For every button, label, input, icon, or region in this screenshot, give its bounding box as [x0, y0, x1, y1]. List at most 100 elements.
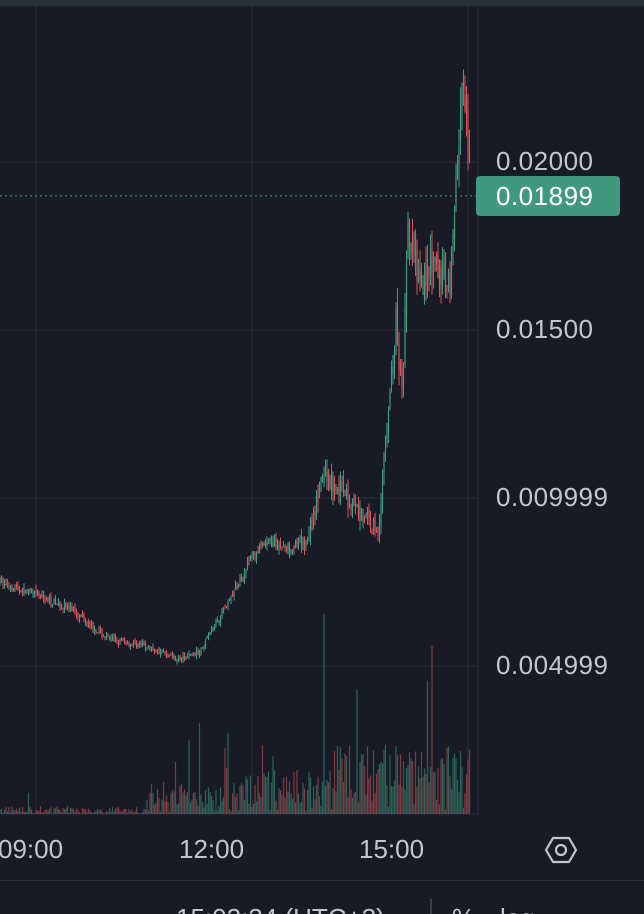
volume-bar: [14, 810, 16, 814]
candle-body: [324, 471, 327, 473]
candle-body: [362, 516, 364, 523]
volume-bar: [441, 758, 444, 814]
candle-body: [386, 424, 388, 445]
volume-bar: [351, 797, 354, 814]
volume-bar: [443, 763, 445, 814]
candle-body: [336, 489, 339, 492]
volume-bar: [261, 745, 264, 814]
volume-bar: [408, 752, 411, 814]
volume-bar: [215, 789, 217, 814]
candle-body: [146, 648, 148, 650]
candle-body: [167, 654, 169, 658]
candle-body: [288, 543, 291, 553]
volume-bar: [386, 785, 388, 814]
candle-body: [174, 656, 177, 661]
candle-body: [377, 526, 379, 533]
chart-settings-button[interactable]: [544, 834, 578, 866]
candle-body: [138, 643, 141, 645]
volume-bar: [345, 755, 348, 814]
volume-bar: [15, 808, 18, 814]
volume-bar: [308, 772, 310, 814]
volume-bar: [117, 807, 120, 814]
volume-bar: [356, 689, 358, 814]
candle-body: [341, 485, 343, 487]
candle-body: [285, 548, 288, 550]
candle-body: [326, 472, 328, 478]
volume-bar: [246, 779, 249, 814]
candle-body: [407, 220, 409, 258]
volume-bar: [152, 793, 154, 814]
candle-body: [426, 264, 429, 282]
volume-bar: [183, 789, 186, 814]
volume-bar: [467, 759, 469, 814]
candle-body: [90, 623, 93, 626]
volume-bar: [119, 810, 121, 814]
volume-bar: [374, 792, 376, 814]
candle-body: [456, 165, 459, 176]
volume-bar: [281, 795, 283, 814]
candle-body: [113, 636, 115, 639]
candle-body: [425, 266, 427, 287]
volume-bar: [383, 749, 385, 814]
volume-bar: [107, 812, 109, 814]
candle-body: [32, 592, 34, 595]
candle-body: [111, 637, 114, 639]
volume-bar: [8, 807, 10, 814]
candle-body: [432, 270, 435, 273]
candle-body: [35, 589, 37, 593]
candle-body: [234, 585, 237, 590]
candle-body: [197, 649, 199, 654]
volume-bar: [222, 796, 225, 814]
candle-body: [158, 647, 160, 655]
price-axis-label: 0.02000: [496, 146, 594, 176]
volume-bar: [312, 786, 315, 814]
candle-body: [302, 537, 304, 543]
candle-body: [303, 542, 306, 549]
candle-body: [186, 656, 189, 659]
volume-bar: [321, 781, 324, 814]
volume-bar: [440, 759, 442, 814]
volume-bar: [188, 740, 190, 814]
candle-body: [189, 654, 192, 656]
volume-bar: [134, 811, 136, 814]
candle-body: [384, 449, 387, 458]
candle-body: [210, 627, 213, 632]
candle-body: [287, 544, 289, 551]
volume-bar: [425, 774, 427, 814]
volume-bar: [239, 785, 241, 814]
candle-body: [78, 617, 81, 619]
volume-bar: [273, 770, 276, 814]
timezone-clock[interactable]: 15:02:24 (UTC+3): [176, 903, 385, 914]
candle-body: [368, 511, 370, 519]
candle-body: [150, 648, 153, 650]
candle-body: [173, 655, 175, 658]
price-axis-label: 0.004999: [496, 650, 609, 680]
volume-bar: [290, 792, 292, 814]
volume-bar: [221, 801, 223, 814]
candle-body: [267, 539, 270, 541]
volume-bar: [390, 786, 393, 814]
candle-body: [77, 612, 79, 617]
candle-body: [237, 584, 240, 588]
candle-body: [323, 475, 325, 485]
log-scale-toggle[interactable]: log: [500, 903, 535, 914]
candle-body: [105, 635, 108, 640]
candle-body: [165, 651, 168, 655]
volume-bar: [126, 812, 129, 814]
candle-body: [338, 483, 340, 497]
volume-bar: [293, 772, 295, 814]
candle-body: [149, 646, 151, 650]
candle-body: [329, 478, 331, 487]
candle-body: [84, 618, 87, 624]
volume-bar: [20, 811, 22, 814]
percent-scale-toggle[interactable]: %: [452, 903, 475, 914]
volume-bar: [129, 811, 132, 814]
candle-body: [455, 173, 457, 211]
candle-body: [461, 82, 463, 114]
volume-bar: [344, 753, 346, 814]
volume-bar: [279, 790, 282, 814]
volume-bar: [266, 776, 268, 814]
volume-bar: [287, 791, 289, 814]
candle-body: [233, 591, 235, 598]
